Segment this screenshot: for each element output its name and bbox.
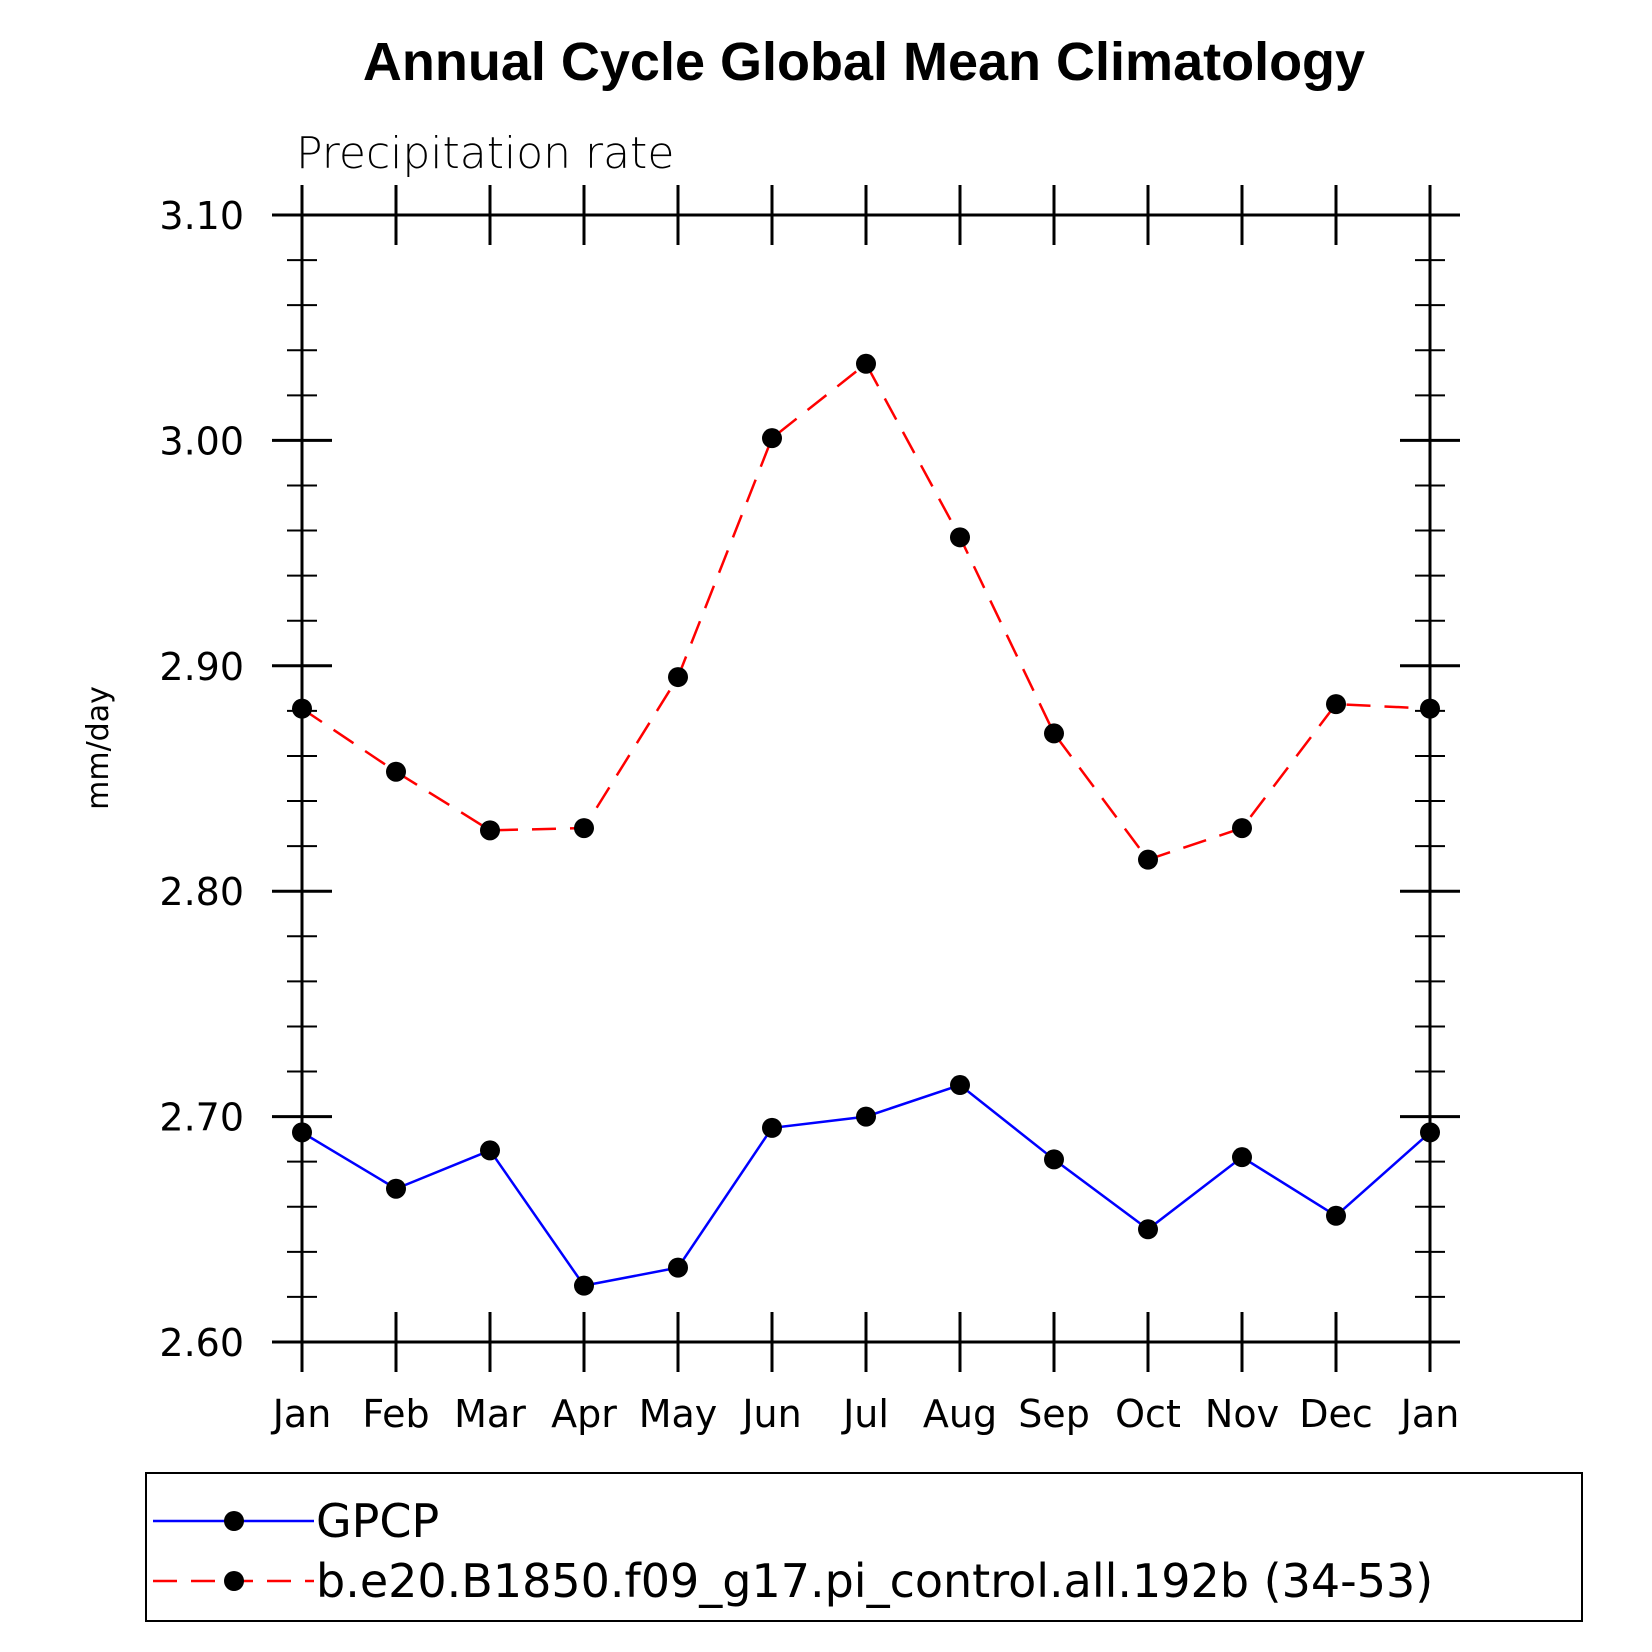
x-tick-label: Jun [740,1392,801,1436]
x-tick-label: Jan [1399,1392,1460,1436]
x-tick-label: May [639,1392,718,1436]
series-1-point [950,527,970,548]
y-tick-label: 2.70 [159,1096,244,1140]
plot-frame [300,213,1432,1344]
x-tick-label: Nov [1205,1392,1279,1436]
series-1-point [386,761,406,782]
x-tick-label: Jan [271,1392,332,1436]
x-tick-label: Mar [454,1392,526,1436]
series-0-point [762,1117,782,1138]
series-0-point [1044,1149,1064,1170]
legend-label-1: b.e20.B1850.f09_g17.pi_control.all.192b … [316,1554,1433,1608]
y-tick-label: 3.00 [159,419,244,463]
legend-box [145,1472,1583,1622]
chart-subtitle: Precipitation rate [296,128,674,179]
series-1-point [1138,849,1158,870]
series-0-point [480,1140,500,1161]
y-tick-label: 2.60 [159,1321,244,1365]
series-line-1 [301,361,1431,862]
series-0-point [574,1275,594,1296]
series-0-point [1138,1219,1158,1240]
x-tick-label: Apr [551,1392,617,1436]
series-1-point [856,353,876,374]
x-tick-label: Aug [923,1392,997,1436]
x-tick-label: Dec [1299,1392,1373,1436]
y-tick-labels: 2.60 2.70 2.80 2.90 3.00 3.10 [159,194,244,1365]
legend-label-0: GPCP [316,1494,439,1548]
x-tick-label: Oct [1115,1392,1181,1436]
series-1-point [668,667,688,688]
x-tick-label: Feb [362,1392,429,1436]
series-0-point [1326,1205,1346,1226]
x-tick-label: Jul [841,1392,889,1436]
y-tick-label: 2.90 [159,645,244,689]
legend-marker-1 [224,1571,244,1591]
legend-marker-0 [224,1511,244,1531]
y-tick-label: 3.10 [159,194,244,238]
x-tick-label: Sep [1018,1392,1090,1436]
series-0-point [668,1257,688,1278]
series-0-point [1232,1147,1252,1168]
series-1-point [1232,818,1252,839]
x-tick-labels: Jan Feb Mar Apr May Jun Jul Aug Sep Oct Nov Dec Jan [271,1392,1460,1436]
legend: GPCP b.e20.B1850.f09_g17.pi_control.all.1… [153,1494,1433,1608]
series-1-point [480,820,500,841]
series-0-point [950,1075,970,1096]
y-axis-label: mm/day [81,686,116,810]
series-layer [292,353,1440,1296]
series-1-point [1044,723,1064,744]
chart-title: Annual Cycle Global Mean Climatology [363,32,1365,92]
series-1-point [574,818,594,839]
series-1-point [1326,694,1346,715]
y-tick-label: 2.80 [159,870,244,914]
series-0-point [386,1178,406,1199]
series-1-point [762,428,782,449]
series-0-point [856,1106,876,1127]
